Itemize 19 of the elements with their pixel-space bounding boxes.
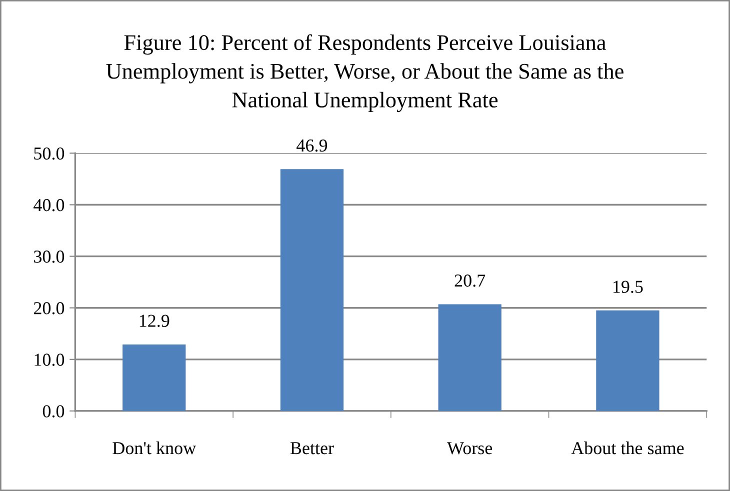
chart-title: Figure 10: Percent of Respondents Perceive Louisiana Unemployment is Better, Worse, or About the Same as the National Unemployment Rate (106, 34, 624, 112)
x-tick-label: About the same (571, 442, 684, 454)
bar (438, 304, 502, 411)
x-tick-label: Don't know (112, 442, 196, 454)
x-tick-label: Worse (447, 442, 492, 454)
y-tick-label: 30.0 (34, 250, 64, 263)
x-tick-label: Better (290, 442, 334, 454)
bar (122, 344, 186, 411)
y-tick-label: 0.0 (42, 405, 64, 418)
data-label: 46.9 (296, 139, 328, 152)
y-tick-label: 40.0 (34, 199, 64, 212)
y-tick-label: 20.0 (34, 302, 64, 314)
y-tick-label: 50.0 (34, 147, 64, 160)
bar (596, 310, 660, 411)
data-label: 19.5 (614, 280, 643, 293)
y-tick-label: 10.0 (34, 354, 64, 366)
data-label: 20.7 (454, 274, 486, 287)
data-label: 12.9 (140, 314, 170, 327)
bar (280, 169, 344, 411)
